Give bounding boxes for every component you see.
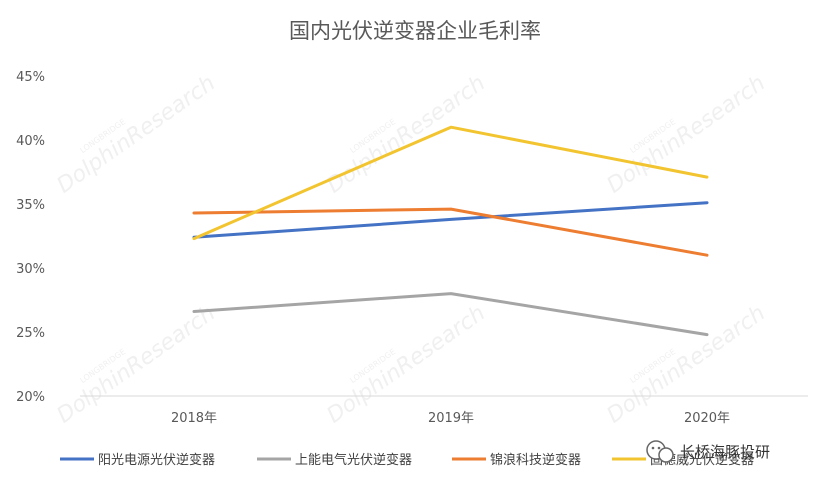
y-tick-label: 45% [16,70,45,85]
chart-title: 国内光伏逆变器企业毛利率 [289,19,541,43]
plot-area [192,125,709,337]
x-tick-label: 2018年 [171,411,217,426]
y-tick-label: 40% [16,134,45,149]
y-tick-label: 35% [16,198,45,213]
watermark-text: DolphinResearch [603,71,770,199]
legend-item: 锦浪科技逆变器 [452,452,581,468]
watermark-text: DolphinResearch [53,71,220,199]
y-tick-label: 20% [16,390,45,405]
legend: 阳光电源光伏逆变器 上能电气光伏逆变器 锦浪科技逆变器 固德威光伏逆变器 [60,452,754,468]
brand-badge: 长桥海豚投研 [646,440,770,463]
series-line [192,207,709,257]
y-tick-label: 25% [16,326,45,341]
y-tick-label: 30% [16,262,45,277]
watermark-text: DolphinResearch [323,71,490,199]
y-axis: 20% 25% 30% 35% 40% 45% [16,70,45,405]
watermark-text: DolphinResearch [323,301,490,429]
legend-label: 阳光电源光伏逆变器 [98,452,215,468]
series-line [192,201,709,239]
x-tick-label: 2019年 [428,411,474,426]
watermark-text: DolphinResearch [53,301,220,429]
legend-item: 上能电气光伏逆变器 [257,452,412,468]
legend-label: 固德威光伏逆变器 [650,452,754,468]
x-tick-label: 2020年 [684,411,730,426]
legend-item: 阳光电源光伏逆变器 [60,452,215,468]
watermark-text: DolphinResearch [603,301,770,429]
legend-label: 上能电气光伏逆变器 [295,452,412,468]
series-line [192,292,709,337]
legend-item: 固德威光伏逆变器 [612,452,754,468]
legend-label: 锦浪科技逆变器 [490,452,581,468]
wechat-icon [646,440,674,463]
series-line [192,125,709,241]
x-axis: 2018年 2019年 2020年 [171,411,730,426]
brand-label: 长桥海豚投研 [680,443,770,461]
